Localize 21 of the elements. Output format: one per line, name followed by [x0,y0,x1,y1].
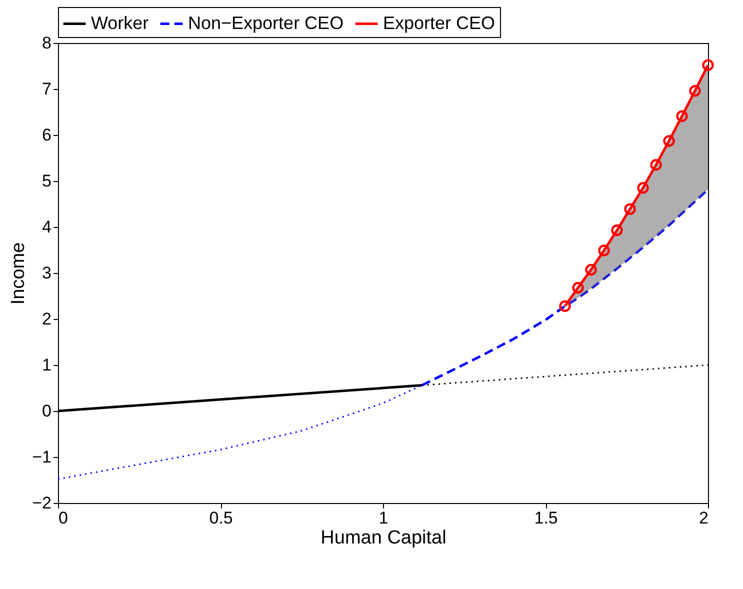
y-tick-label: 5 [42,172,52,190]
y-tick-label: −2 [32,494,52,512]
x-tick-label: 1.5 [534,508,558,528]
y-tick-label: −1 [32,448,52,466]
y-tick-label: 2 [42,310,52,328]
y-tick-label: 1 [42,356,52,374]
y-tick-label: 7 [42,80,52,98]
legend-label: Non−Exporter CEO [188,12,344,33]
y-tick-label: 8 [42,34,52,52]
y-tick-label: 4 [42,218,52,236]
x-tick-label: 2 [699,508,708,528]
x-tick-label: 0.5 [209,508,233,528]
legend-label: Exporter CEO [383,12,496,33]
y-tick-label: 0 [42,402,52,420]
x-tick-label: 0 [58,508,68,528]
x-axis-title: Human Capital [320,528,446,548]
y-tick-label: 6 [42,126,52,144]
legend-label: Worker [91,12,149,33]
y-axis-title: Income [8,242,30,305]
x-tick-label: 1 [378,508,388,528]
y-tick-label: 3 [42,264,52,282]
